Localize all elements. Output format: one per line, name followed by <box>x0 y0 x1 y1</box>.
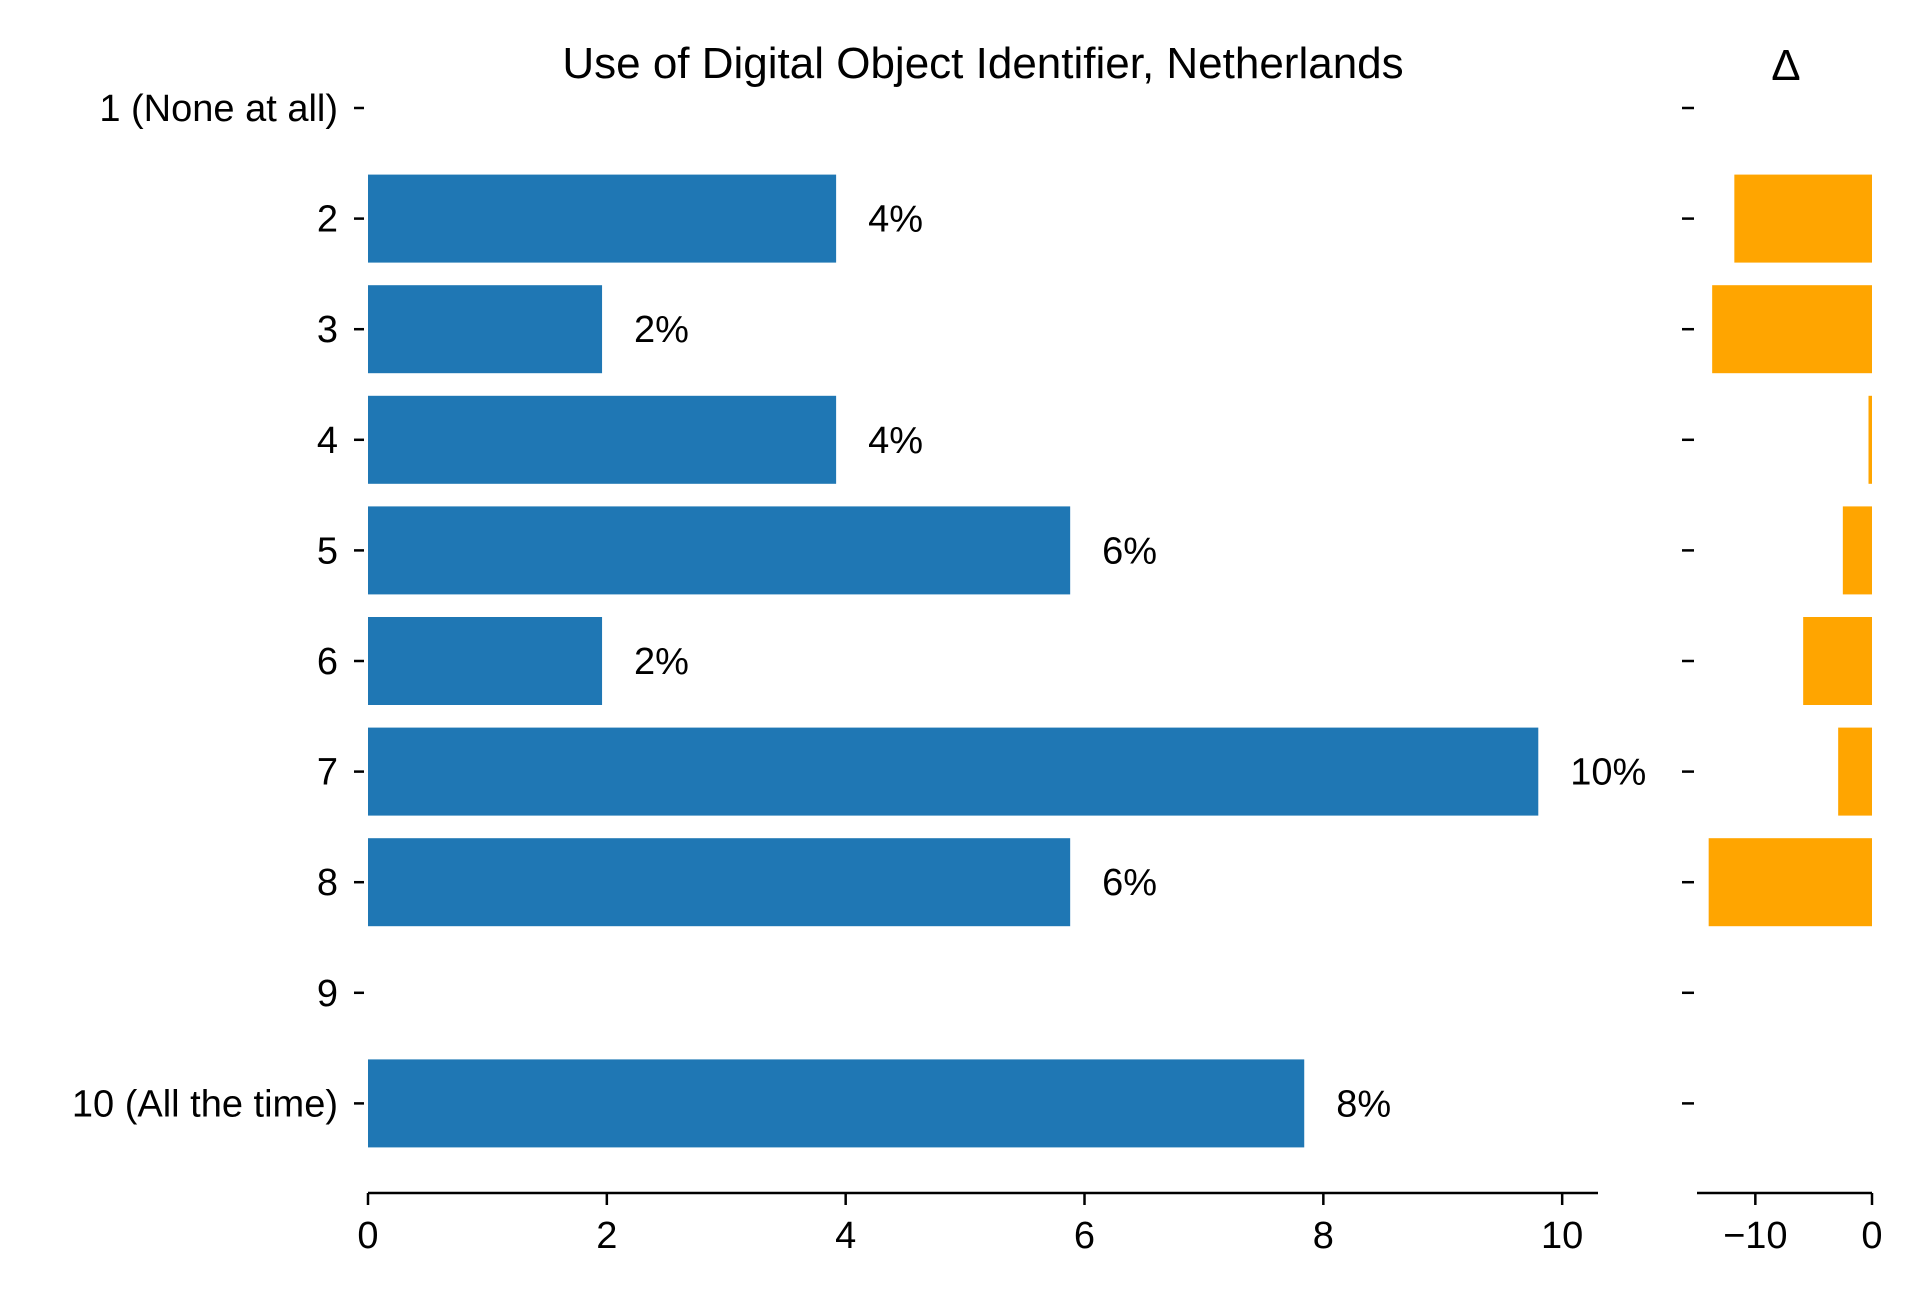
delta-x-tick-label: 0 <box>1861 1215 1882 1257</box>
main-y-tick-label: 10 (All the time) <box>72 1083 338 1125</box>
delta-bar <box>1712 285 1872 374</box>
main-y-tick-label: 7 <box>317 752 338 794</box>
main-bar <box>368 1059 1305 1148</box>
main-x-axis: 0 2 4 6 8 10 <box>357 1191 1598 1257</box>
main-y-tick-label: 1 (None at all) <box>99 88 338 130</box>
main-x-tick-label: 2 <box>596 1215 617 1257</box>
main-chart-title: Use of Digital Object Identifier, Nether… <box>562 39 1403 88</box>
main-bar <box>368 617 603 705</box>
main-x-tick-label: 6 <box>1074 1215 1095 1257</box>
delta-bar <box>1708 838 1872 927</box>
delta-bar <box>1842 506 1872 595</box>
main-x-tick-label: 10 <box>1541 1215 1583 1257</box>
main-bar <box>368 727 1539 816</box>
delta-bars <box>1708 174 1872 927</box>
main-bar <box>368 506 1071 595</box>
main-x-tick-label: 0 <box>357 1215 378 1257</box>
main-y-tick-label: 8 <box>317 862 338 904</box>
delta-bar <box>1838 727 1872 816</box>
main-y-tick-label: 2 <box>317 199 338 241</box>
main-value-label: 4% <box>868 199 923 241</box>
main-value-labels: 4% 2% 4% 6% 2% 10% 6% 8% <box>634 199 1646 1126</box>
main-value-label: 2% <box>634 309 689 351</box>
delta-bar <box>1734 174 1872 263</box>
main-x-tick-label: 4 <box>835 1215 856 1257</box>
main-value-label: 6% <box>1102 530 1157 572</box>
delta-bar <box>1868 395 1872 484</box>
main-value-label: 4% <box>868 420 923 462</box>
delta-chart-title: Δ <box>1771 41 1800 90</box>
main-y-tick-label: 5 <box>317 530 338 572</box>
main-y-tick-label: 9 <box>317 973 338 1015</box>
delta-x-axis: −10 0 <box>1697 1191 1883 1257</box>
main-bar <box>368 285 603 374</box>
main-bar <box>368 174 837 263</box>
delta-x-tick-label: −10 <box>1723 1215 1787 1257</box>
main-value-label: 8% <box>1336 1083 1391 1125</box>
main-y-axis: 1 (None at all) 2 3 4 5 6 7 8 9 10 (All the time) <box>72 88 364 1125</box>
main-value-label: 6% <box>1102 862 1157 904</box>
delta-y-axis <box>1682 106 1694 1105</box>
main-y-tick-label: 6 <box>317 641 338 683</box>
main-y-tick-label: 3 <box>317 309 338 351</box>
delta-bar <box>1803 617 1872 705</box>
main-x-tick-label: 8 <box>1313 1215 1334 1257</box>
main-bars <box>368 174 1539 1148</box>
main-bar <box>368 838 1071 927</box>
main-value-label: 2% <box>634 641 689 683</box>
main-bar <box>368 395 837 484</box>
main-value-label: 10% <box>1570 752 1646 794</box>
main-y-tick-label: 4 <box>317 420 338 462</box>
